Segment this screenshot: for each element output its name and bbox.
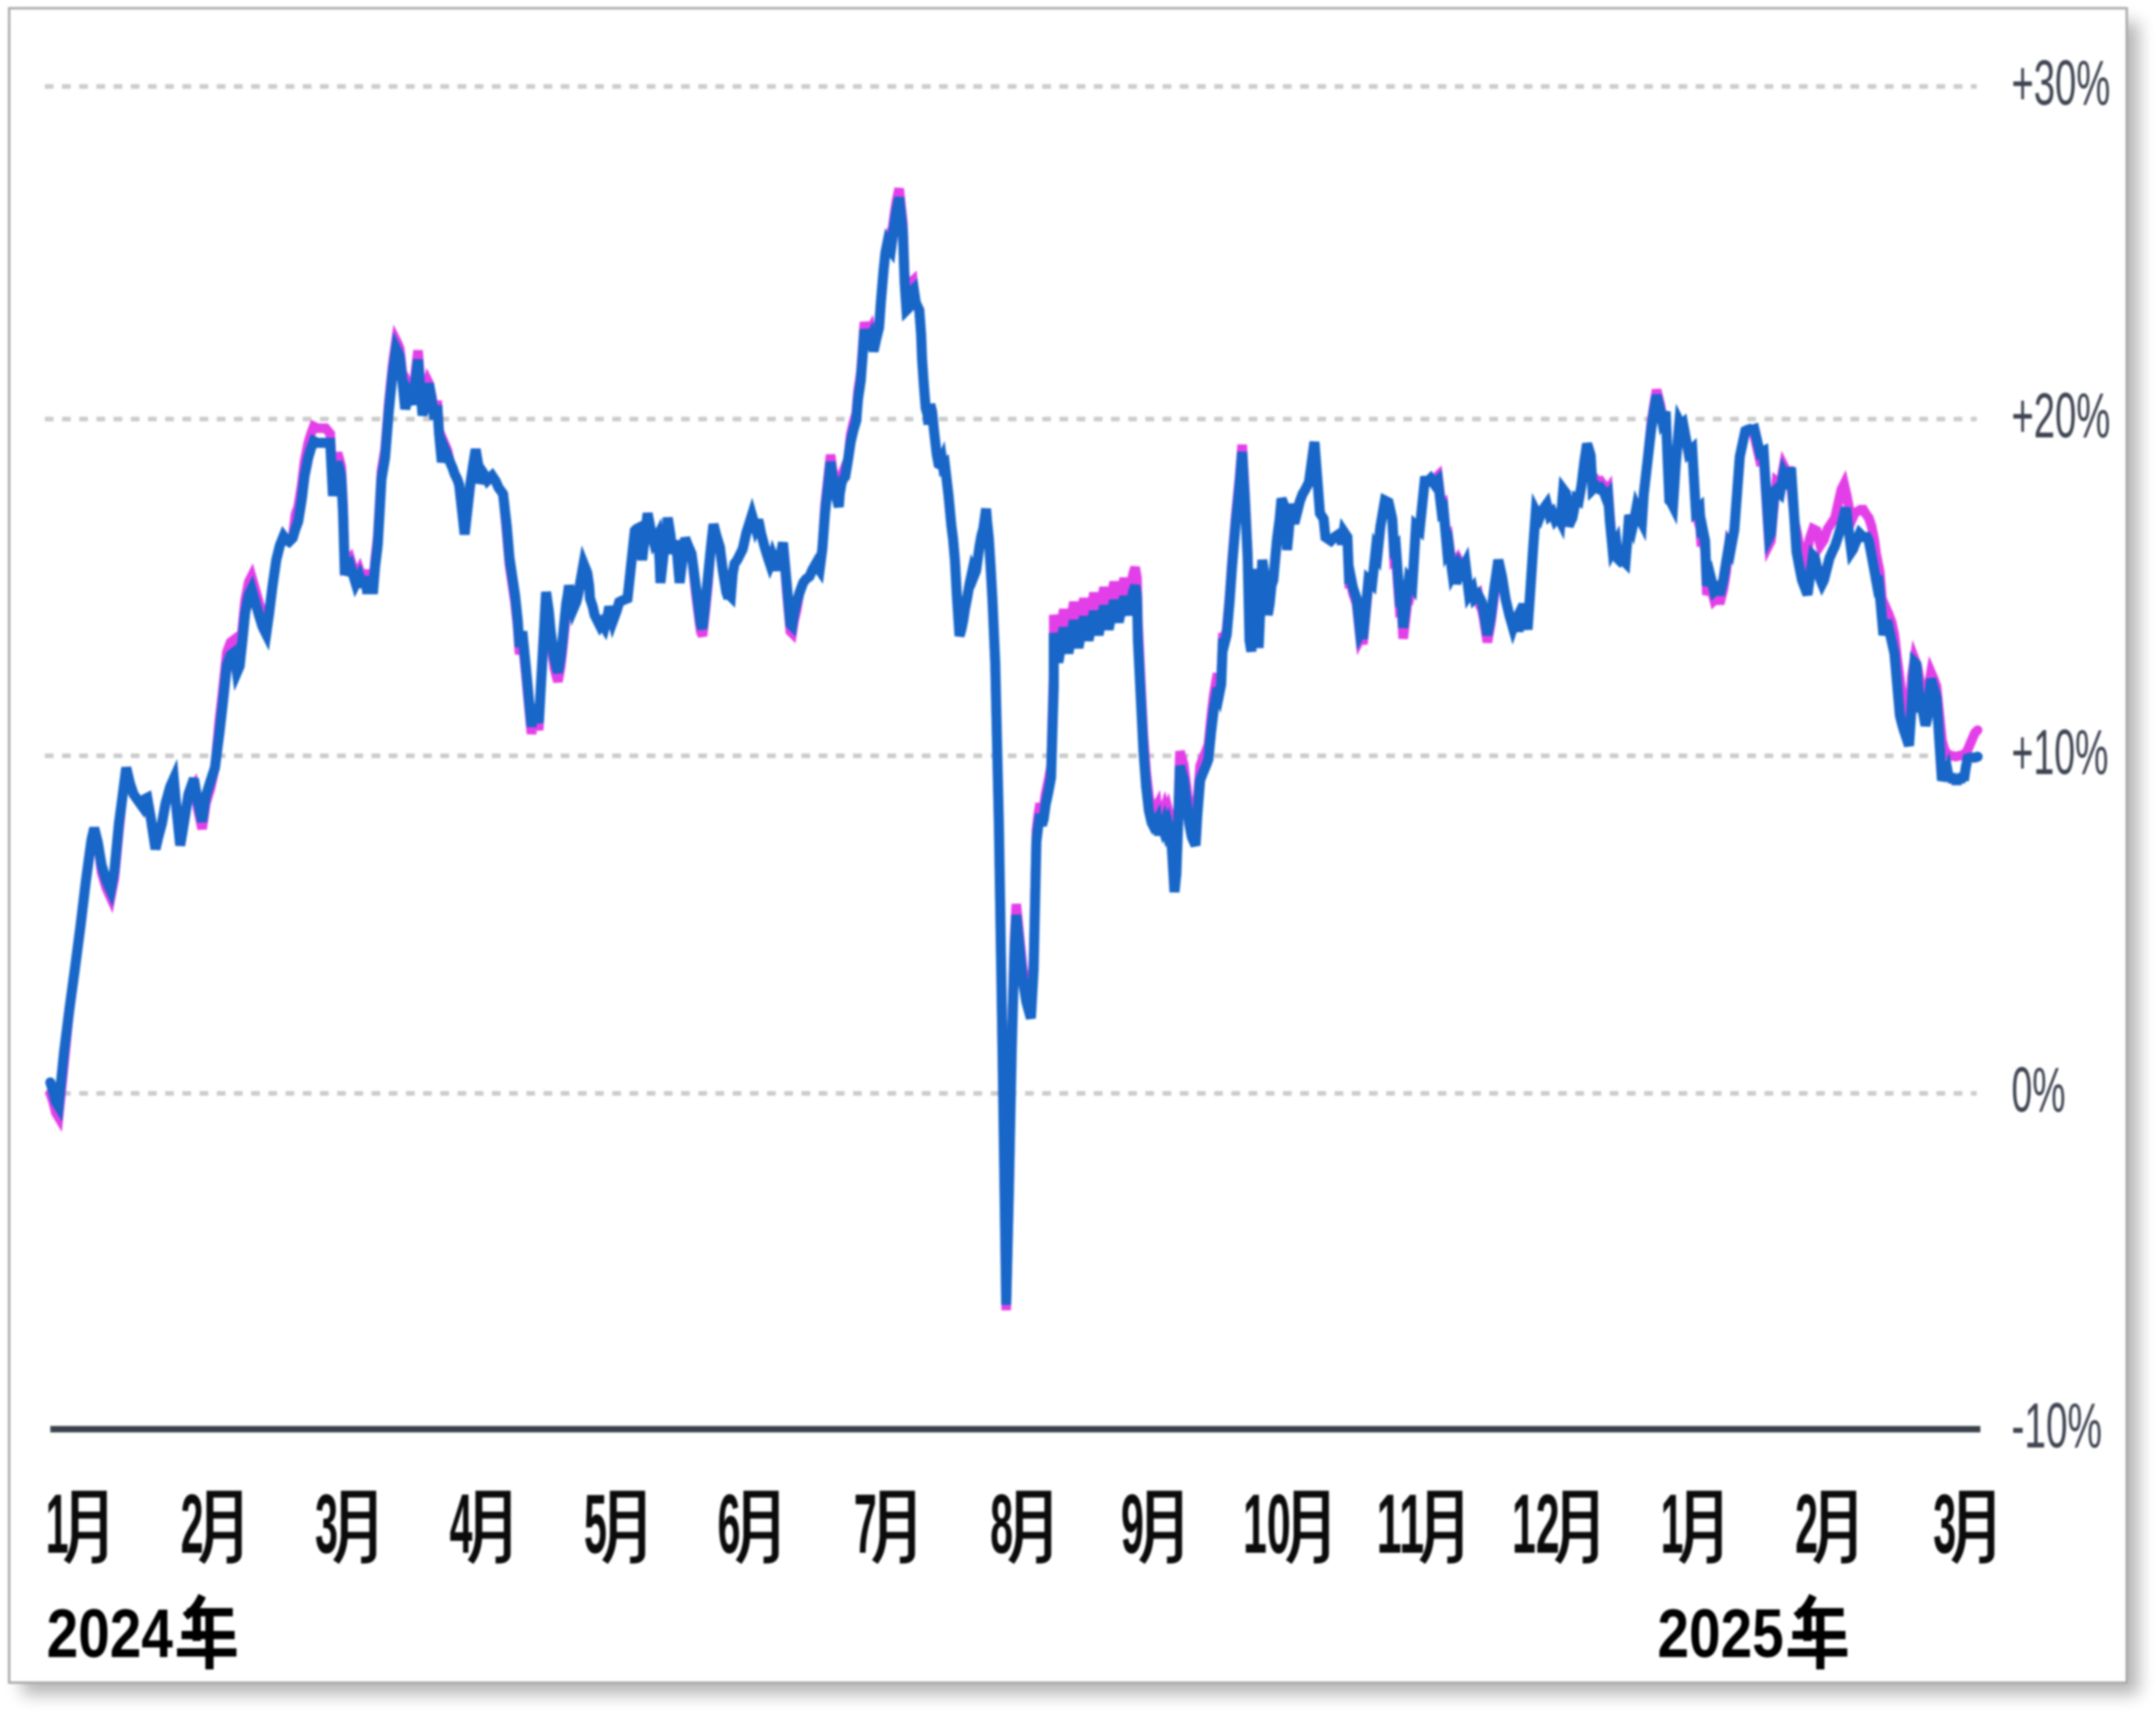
svg-text:9: 9 [1121,1478,1144,1571]
svg-text:1: 1 [1661,1478,1684,1571]
svg-text:+20%: +20% [2011,380,2110,451]
svg-text:2025: 2025 [1657,1595,1784,1672]
svg-text:8: 8 [991,1478,1014,1571]
svg-text:2: 2 [181,1478,204,1571]
svg-text:+10%: +10% [2011,716,2108,788]
svg-text:4: 4 [450,1478,473,1571]
svg-text:12: 12 [1512,1478,1560,1571]
svg-text:11: 11 [1377,1478,1424,1571]
svg-text:+30%: +30% [2011,48,2110,119]
svg-text:2024: 2024 [47,1595,173,1672]
svg-text:3: 3 [316,1478,338,1571]
svg-text:2: 2 [1796,1478,1818,1571]
svg-text:-10%: -10% [2011,1390,2102,1461]
svg-text:10: 10 [1243,1478,1291,1571]
svg-text:0%: 0% [2011,1054,2065,1125]
svg-text:1: 1 [46,1478,69,1571]
svg-text:5: 5 [585,1478,607,1571]
svg-text:3: 3 [1934,1478,1957,1571]
svg-text:7: 7 [854,1478,877,1571]
svg-text:6: 6 [718,1478,741,1571]
